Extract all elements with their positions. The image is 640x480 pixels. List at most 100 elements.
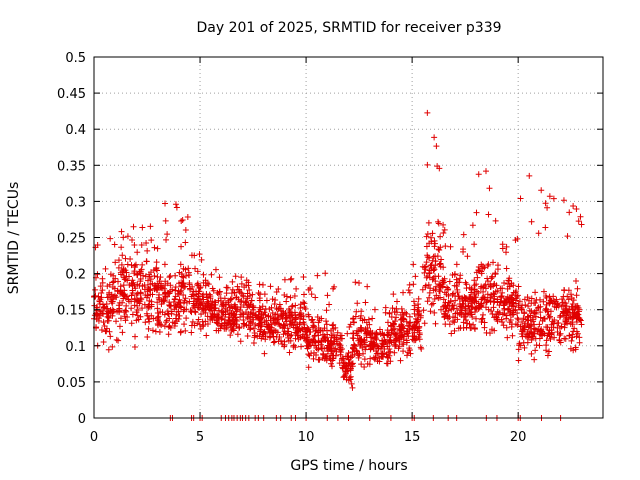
data-point (236, 325, 243, 332)
data-point (211, 299, 218, 306)
data-point (281, 276, 288, 283)
data-point (104, 283, 111, 290)
data-point (163, 236, 170, 243)
data-point (215, 291, 222, 298)
data-point (528, 333, 535, 340)
data-point (124, 233, 131, 240)
data-point (372, 354, 379, 361)
data-point (167, 272, 174, 279)
data-point (503, 324, 510, 331)
data-point (420, 307, 427, 314)
data-point (160, 298, 167, 305)
data-point (296, 321, 303, 328)
data-point (262, 305, 269, 312)
data-point (297, 304, 304, 311)
data-point (431, 266, 438, 273)
data-point (431, 243, 438, 250)
data-point (454, 279, 461, 286)
data-point (276, 301, 283, 308)
data-point (491, 314, 498, 321)
data-point (497, 298, 504, 305)
data-point (230, 316, 237, 323)
data-point (572, 278, 579, 285)
data-point (369, 334, 376, 341)
data-point (538, 187, 545, 194)
data-point (440, 221, 447, 228)
data-point (246, 286, 253, 293)
data-point (391, 309, 398, 316)
x-tick-label: 15 (404, 430, 421, 445)
data-point (339, 355, 346, 362)
data-point (384, 360, 391, 367)
data-point (410, 261, 417, 268)
data-point (345, 349, 352, 356)
data-point (573, 328, 580, 335)
data-point (92, 292, 99, 299)
data-point (364, 324, 371, 331)
data-point (465, 298, 472, 305)
data-point (469, 314, 476, 321)
data-point (453, 276, 460, 283)
data-point (151, 244, 158, 251)
data-point (102, 265, 109, 272)
data-point (155, 294, 162, 301)
data-point (562, 300, 569, 307)
data-point (143, 258, 150, 265)
data-point (318, 345, 325, 352)
data-point (206, 291, 213, 298)
data-point (181, 321, 188, 328)
data-point (349, 360, 356, 367)
data-point (161, 311, 168, 318)
data-point (144, 277, 151, 284)
data-point (301, 300, 308, 307)
y-tick-label: 0.2 (65, 268, 86, 283)
data-point (202, 277, 209, 284)
data-point (508, 280, 515, 287)
data-point (560, 197, 567, 204)
data-point (390, 326, 397, 333)
data-point (475, 289, 482, 296)
data-point (198, 311, 205, 318)
data-point (386, 309, 393, 316)
data-point (176, 269, 183, 276)
data-point (330, 355, 337, 362)
data-point (391, 343, 398, 350)
data-point (239, 310, 246, 317)
data-point (400, 289, 407, 296)
data-point (386, 352, 393, 359)
data-point (287, 317, 294, 324)
data-point (491, 291, 498, 298)
data-point (501, 280, 508, 287)
data-point (242, 309, 249, 316)
data-point (421, 320, 428, 327)
data-point (288, 303, 295, 310)
data-point (227, 332, 234, 339)
data-point (145, 304, 152, 311)
data-point (441, 275, 448, 282)
data-point (528, 300, 535, 307)
data-point (496, 309, 503, 316)
data-point (361, 364, 368, 371)
data-point (270, 339, 277, 346)
data-point (129, 282, 136, 289)
y-tick-label: 0.1 (65, 340, 86, 355)
data-point (425, 270, 432, 277)
data-point (121, 293, 128, 300)
data-point (225, 317, 232, 324)
data-point (422, 282, 429, 289)
data-point (425, 281, 432, 288)
data-point (515, 346, 522, 353)
data-point (471, 277, 478, 284)
data-point (508, 323, 515, 330)
data-point (505, 296, 512, 303)
data-point (209, 311, 216, 318)
data-point (331, 334, 338, 341)
data-point (138, 242, 145, 249)
data-point (382, 304, 389, 311)
data-point (180, 274, 187, 281)
data-point (566, 332, 573, 339)
data-point (286, 313, 293, 320)
data-point (432, 240, 439, 247)
data-point (231, 311, 238, 318)
data-point (121, 309, 128, 316)
